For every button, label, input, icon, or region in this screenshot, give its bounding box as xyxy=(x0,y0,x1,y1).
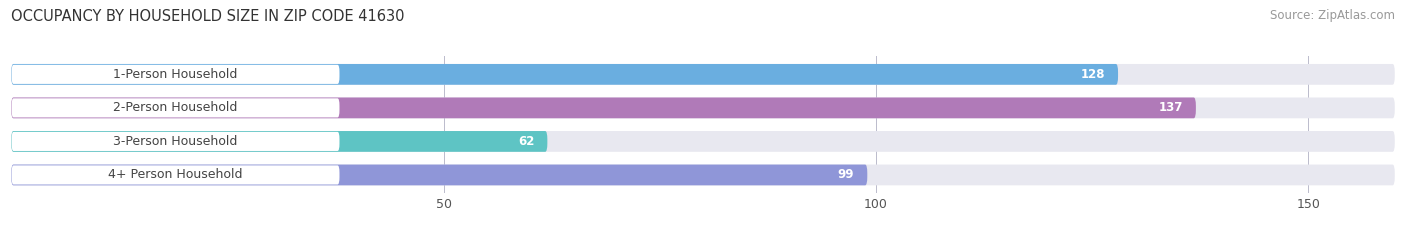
FancyBboxPatch shape xyxy=(11,132,339,151)
Text: 128: 128 xyxy=(1081,68,1105,81)
Text: 4+ Person Household: 4+ Person Household xyxy=(108,168,243,182)
Text: 99: 99 xyxy=(838,168,855,182)
FancyBboxPatch shape xyxy=(11,131,547,152)
FancyBboxPatch shape xyxy=(11,64,1118,85)
FancyBboxPatch shape xyxy=(11,164,1395,185)
Text: 3-Person Household: 3-Person Household xyxy=(114,135,238,148)
Text: 2-Person Household: 2-Person Household xyxy=(114,101,238,114)
FancyBboxPatch shape xyxy=(11,165,339,185)
Text: 137: 137 xyxy=(1159,101,1182,114)
FancyBboxPatch shape xyxy=(11,131,1395,152)
FancyBboxPatch shape xyxy=(11,97,1395,118)
Text: OCCUPANCY BY HOUSEHOLD SIZE IN ZIP CODE 41630: OCCUPANCY BY HOUSEHOLD SIZE IN ZIP CODE … xyxy=(11,9,405,24)
Text: Source: ZipAtlas.com: Source: ZipAtlas.com xyxy=(1270,9,1395,22)
FancyBboxPatch shape xyxy=(11,64,1395,85)
FancyBboxPatch shape xyxy=(11,98,339,117)
FancyBboxPatch shape xyxy=(11,65,339,84)
Text: 1-Person Household: 1-Person Household xyxy=(114,68,238,81)
FancyBboxPatch shape xyxy=(11,164,868,185)
Text: 62: 62 xyxy=(517,135,534,148)
FancyBboxPatch shape xyxy=(11,97,1197,118)
